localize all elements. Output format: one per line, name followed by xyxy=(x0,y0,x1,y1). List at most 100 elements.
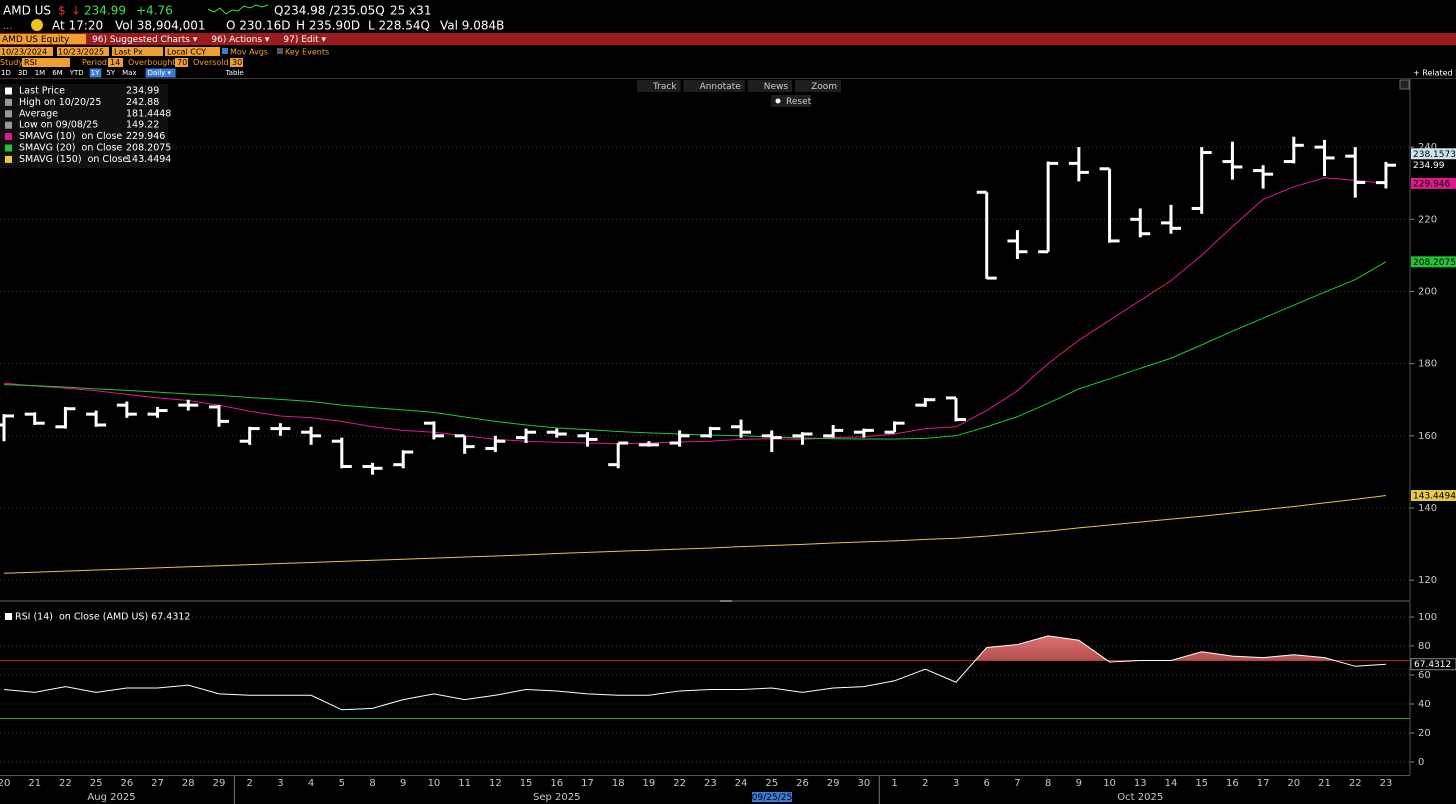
x-tick-label: 23 xyxy=(704,778,717,789)
x-tick-label: 6 xyxy=(984,778,990,789)
y-tick-label: 60 xyxy=(1418,670,1431,681)
legend-swatch xyxy=(5,98,12,106)
legend-value: 149.22 xyxy=(126,120,159,131)
x-axis-line xyxy=(0,775,1410,776)
open: O 230.16D xyxy=(226,19,291,33)
end-box[interactable] xyxy=(57,47,109,56)
x-tick-label: 18 xyxy=(612,778,625,789)
x-tick-label: 9 xyxy=(400,778,406,789)
overbought-box[interactable] xyxy=(175,58,188,67)
panel-button[interactable] xyxy=(1399,79,1410,90)
field: Last Px xyxy=(114,48,143,57)
legend-label: Last Price xyxy=(19,86,65,97)
month-label: Sep 2025 xyxy=(533,792,580,803)
legend-label: SMAVG (150) on Close xyxy=(19,154,128,165)
x-tick-label: 26 xyxy=(796,778,809,789)
checkbox[interactable] xyxy=(277,48,283,54)
time: At 17:20 xyxy=(52,19,103,33)
checkbox[interactable] xyxy=(222,48,228,54)
x-tick-label: 8 xyxy=(369,778,375,789)
price-tag xyxy=(1411,177,1456,189)
x-tick-label: 20 xyxy=(0,778,10,789)
reset-button[interactable] xyxy=(771,95,811,107)
field-box[interactable] xyxy=(112,47,163,56)
study-row: Study RSI Period 14 Overbought 70 Overso… xyxy=(0,58,243,67)
period-box[interactable] xyxy=(108,58,123,67)
y-tick-label: 200 xyxy=(1418,286,1437,297)
x-tick-label: 21 xyxy=(1318,778,1331,789)
frequency-box[interactable] xyxy=(145,68,176,78)
legend-value: 242.88 xyxy=(126,97,159,108)
x-tick-label: 17 xyxy=(581,778,594,789)
x-tick-label: 26 xyxy=(120,778,133,789)
range-button[interactable] xyxy=(89,68,102,78)
overbought: 70 xyxy=(177,58,187,67)
tool-button[interactable] xyxy=(747,80,793,92)
y-tick-label: 180 xyxy=(1418,359,1437,370)
oversold-box[interactable] xyxy=(230,58,243,67)
legend-label: SMAVG (10) on Close xyxy=(19,131,122,142)
reset-icon xyxy=(775,98,781,104)
legend-box xyxy=(0,84,168,168)
legend-swatch xyxy=(5,121,12,129)
menu-item[interactable]: 96) Suggested Charts ▾ xyxy=(92,35,198,45)
range-label: 5Y xyxy=(106,69,115,77)
price-tag xyxy=(1411,159,1456,171)
legend-swatch xyxy=(5,144,12,152)
x-tick-label: 3 xyxy=(277,778,283,789)
menu-bar xyxy=(0,33,1456,45)
high: H 235.90D xyxy=(296,19,360,33)
x-tick-label: 29 xyxy=(213,778,226,789)
x-tick-label: 23 xyxy=(1380,778,1393,789)
frame-top xyxy=(0,78,1456,79)
tool-label: News xyxy=(764,82,789,92)
x-tick-label: 1 xyxy=(891,778,897,789)
x-tick-label: 22 xyxy=(673,778,686,789)
moving-average-line xyxy=(3,177,1386,445)
study-box[interactable] xyxy=(22,58,70,67)
security-box[interactable] xyxy=(0,34,86,44)
tool-button[interactable] xyxy=(683,80,745,92)
ticker: AMD US xyxy=(3,4,51,18)
tool-label: Track xyxy=(652,82,677,92)
price-tag-label: 238.1573 xyxy=(1413,150,1456,160)
related-data[interactable]: + Related Da xyxy=(1413,69,1456,78)
x-tick-label: 4 xyxy=(308,778,314,789)
legend-value: 229.946 xyxy=(126,131,165,142)
month-label: Aug 2025 xyxy=(87,792,135,803)
x-tick-label: 25 xyxy=(765,778,778,789)
x-tick-label: 13 xyxy=(1134,778,1147,789)
rsi-tag xyxy=(1410,658,1456,671)
tool-button[interactable] xyxy=(795,80,842,92)
x-tick-label: 25 xyxy=(90,778,103,789)
tool-label: Annotate xyxy=(700,82,742,92)
legend-swatch xyxy=(5,155,12,163)
sparkline xyxy=(207,4,269,15)
currency-box[interactable] xyxy=(165,47,220,56)
tool-button[interactable] xyxy=(637,80,681,92)
security: AMD US Equity xyxy=(2,35,70,45)
range-label: 1M xyxy=(35,69,46,77)
oversold: 30 xyxy=(232,58,242,67)
legend-label: Average xyxy=(19,108,58,119)
moving-average-line xyxy=(3,495,1387,574)
x-tick-label: 28 xyxy=(182,778,195,789)
start-box[interactable] xyxy=(0,47,53,56)
menu-item[interactable]: 97) Edit ▾ xyxy=(283,35,326,45)
x-tick-label: 14 xyxy=(1165,778,1178,789)
y-tick-label: 140 xyxy=(1418,503,1437,514)
y-tick-label: 80 xyxy=(1418,641,1431,652)
range-row: 1D 3D 1M 6M YTD 1Y 5Y Max Daily ▾ Table xyxy=(1,68,244,78)
pane-handle[interactable] xyxy=(720,600,732,602)
table-button[interactable]: Table xyxy=(225,69,244,77)
period-label: Period xyxy=(82,58,107,67)
value-traded: Val 9.084B xyxy=(440,19,504,33)
x-tick-label: 3 xyxy=(953,778,959,789)
legend-swatch xyxy=(5,110,12,118)
menu-item[interactable]: 96) Actions ▾ xyxy=(211,35,270,45)
x-tick-label: 5 xyxy=(339,778,345,789)
frequency: Daily ▾ xyxy=(148,69,172,77)
x-tick-label: 24 xyxy=(735,778,748,789)
rsi-tag-label: 67.4312 xyxy=(1414,660,1451,670)
